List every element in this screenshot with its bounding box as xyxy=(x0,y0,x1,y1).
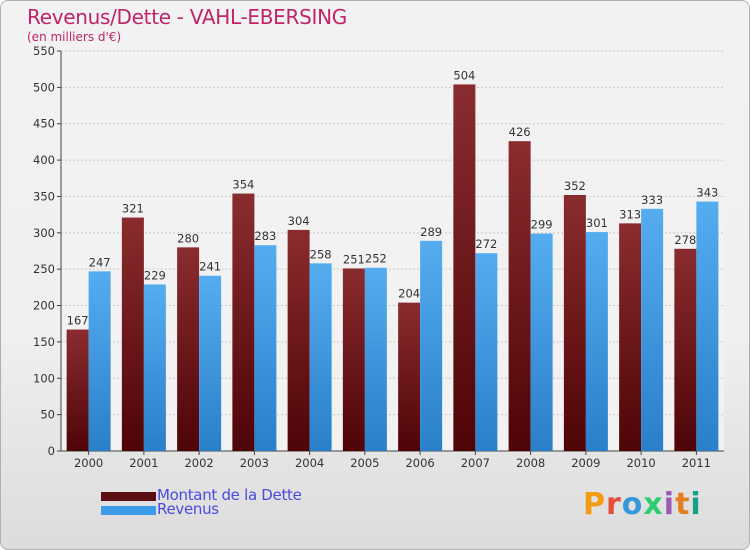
x-tick-label: 2008 xyxy=(516,456,545,470)
bar-dette-label: 321 xyxy=(122,202,144,216)
bar-dette-label: 204 xyxy=(398,287,420,301)
logo-letter: x xyxy=(643,487,664,522)
x-tick-label: 2011 xyxy=(682,456,711,470)
bar-revenus-label: 241 xyxy=(199,260,221,274)
bar-revenus-label: 289 xyxy=(420,225,442,239)
y-tick-label: 200 xyxy=(33,299,55,313)
bar-dette xyxy=(619,223,642,451)
x-tick-label: 2001 xyxy=(129,456,158,470)
logo-letter: r xyxy=(606,487,622,522)
y-tick-label: 100 xyxy=(33,371,55,385)
x-tick-label: 2003 xyxy=(240,456,269,470)
bar-revenus xyxy=(420,240,443,451)
y-tick-label: 500 xyxy=(33,80,55,94)
bar-dette-label: 278 xyxy=(674,233,696,247)
chart-subtitle: (en milliers d'€) xyxy=(27,30,122,44)
x-tick-label: 2007 xyxy=(461,456,490,470)
bar-revenus xyxy=(475,253,498,451)
bar-revenus-label: 252 xyxy=(365,252,387,266)
bar-dette xyxy=(121,217,144,451)
bar-revenus xyxy=(88,271,111,451)
legend-swatch-dette xyxy=(101,492,156,501)
logo-letter: P xyxy=(583,487,606,522)
bar-dette-label: 426 xyxy=(509,125,531,139)
bar-revenus-label: 283 xyxy=(254,229,276,243)
bar-dette xyxy=(342,268,365,451)
bar-dette-label: 313 xyxy=(619,207,641,221)
bar-dette-label: 280 xyxy=(177,231,199,245)
bar-dette xyxy=(674,248,697,451)
bar-revenus-label: 343 xyxy=(696,186,718,200)
legend-label-revenus: Revenus xyxy=(157,500,219,518)
bar-dette-label: 354 xyxy=(232,178,254,192)
bar-dette-label: 352 xyxy=(564,179,586,193)
bar-dette xyxy=(177,247,200,451)
x-tick-label: 2004 xyxy=(295,456,324,470)
bar-revenus-label: 299 xyxy=(531,218,553,232)
proxiti-logo: Proxiti xyxy=(583,487,702,522)
x-tick-label: 2005 xyxy=(350,456,379,470)
y-tick-label: 150 xyxy=(33,335,55,349)
bar-dette xyxy=(563,195,586,451)
bar-revenus xyxy=(696,201,719,451)
logo-letter: i xyxy=(663,487,676,522)
bar-revenus xyxy=(309,263,332,451)
y-tick-label: 50 xyxy=(40,408,55,422)
bar-dette-label: 304 xyxy=(288,214,310,228)
y-tick-label: 450 xyxy=(33,117,55,131)
chart-title: Revenus/Dette - VAHL-EBERSING xyxy=(27,5,347,29)
y-tick-label: 550 xyxy=(33,44,55,58)
bar-revenus-label: 229 xyxy=(144,268,166,282)
bar-dette-label: 167 xyxy=(67,314,89,328)
x-tick-label: 2000 xyxy=(74,456,103,470)
x-tick-label: 2002 xyxy=(184,456,213,470)
y-tick-label: 400 xyxy=(33,153,55,167)
bar-revenus-label: 258 xyxy=(310,247,332,261)
bar-revenus-label: 272 xyxy=(475,237,497,251)
logo-letter: o xyxy=(621,487,644,522)
y-tick-label: 0 xyxy=(48,444,55,458)
bar-dette xyxy=(508,141,531,451)
y-tick-label: 300 xyxy=(33,226,55,240)
bar-revenus-label: 333 xyxy=(641,193,663,207)
bar-revenus xyxy=(530,233,553,451)
bar-dette xyxy=(287,229,310,451)
logo-letter: i xyxy=(690,487,702,522)
x-tick-label: 2010 xyxy=(626,456,655,470)
bar-dette xyxy=(398,302,421,451)
bar-revenus xyxy=(143,284,166,451)
plot-area xyxy=(61,51,724,451)
legend-swatch-revenus xyxy=(101,506,156,515)
bar-dette xyxy=(66,329,89,451)
bar-revenus-label: 301 xyxy=(586,216,608,230)
logo-letter: t xyxy=(675,487,691,522)
bar-dette-label: 504 xyxy=(453,68,475,82)
bar-revenus xyxy=(585,232,608,451)
bar-revenus-label: 247 xyxy=(89,255,111,269)
bar-revenus xyxy=(641,208,664,451)
y-tick-label: 250 xyxy=(33,262,55,276)
bar-dette-label: 251 xyxy=(343,252,365,266)
bar-revenus xyxy=(364,267,387,451)
bar-revenus xyxy=(254,245,277,451)
x-tick-label: 2009 xyxy=(571,456,600,470)
x-tick-label: 2006 xyxy=(405,456,434,470)
bar-dette xyxy=(232,193,255,451)
bar-dette xyxy=(453,84,476,452)
y-tick-label: 350 xyxy=(33,189,55,203)
legend-label-dette: Montant de la Dette xyxy=(157,486,302,504)
bar-revenus xyxy=(199,275,222,451)
